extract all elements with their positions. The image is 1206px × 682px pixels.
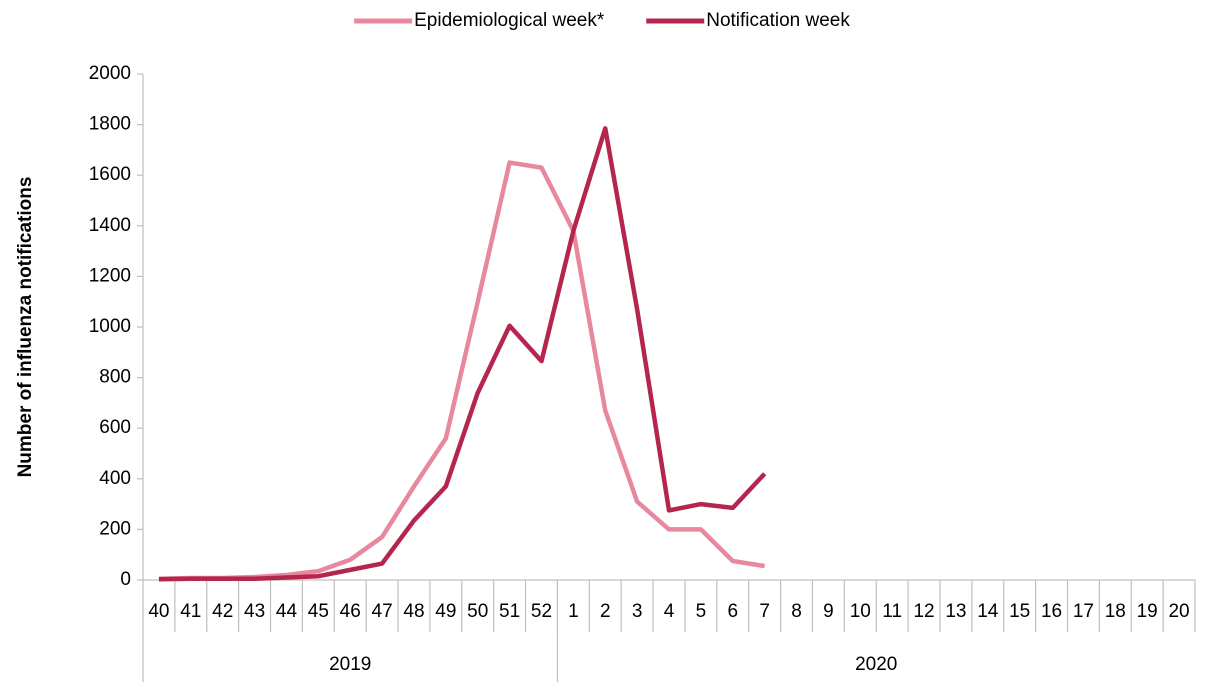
y-tick-label: 1200 [89, 265, 131, 286]
x-tick-label: 47 [372, 601, 393, 622]
x-tick-label: 13 [945, 601, 966, 622]
x-tick-label: 12 [913, 601, 934, 622]
x-tick-label: 9 [823, 601, 834, 622]
x-tick-label: 51 [499, 601, 520, 622]
series-line [158, 160, 765, 581]
x-tick-label: 10 [850, 601, 871, 622]
x-tick-label: 15 [1009, 601, 1030, 622]
x-tick-label: 46 [340, 601, 361, 622]
x-tick-label: 18 [1105, 601, 1126, 622]
x-tick-label: 49 [435, 601, 456, 622]
x-tick-label: 43 [244, 601, 265, 622]
y-tick-label: 1400 [89, 215, 131, 236]
y-axis-label: Number of influenza notifications [15, 177, 36, 478]
x-tick-label: 1 [568, 601, 579, 622]
x-tick-label: 14 [977, 601, 999, 622]
legend-label: Epidemiological week* [414, 10, 605, 31]
y-tick-label: 1800 [89, 114, 131, 135]
x-tick-label: 16 [1041, 601, 1062, 622]
y-tick-label: 200 [99, 518, 131, 539]
x-tick-label: 44 [276, 601, 298, 622]
x-tick-label: 20 [1168, 601, 1189, 622]
y-tick-label: 400 [99, 468, 131, 489]
x-tick-label: 42 [212, 601, 233, 622]
y-tick-label: 1000 [89, 316, 131, 337]
y-tick-label: 2000 [89, 63, 131, 84]
x-tick-label: 5 [696, 601, 707, 622]
x-tick-label: 11 [882, 601, 902, 622]
group-label: 2019 [329, 654, 371, 675]
x-tick-label: 6 [727, 601, 738, 622]
group-label: 2020 [855, 654, 897, 675]
x-tick-label: 52 [531, 601, 552, 622]
x-tick-label: 41 [180, 601, 201, 622]
y-tick-label: 0 [120, 569, 131, 590]
y-tick-label: 800 [99, 367, 131, 388]
x-tick-label: 45 [308, 601, 329, 622]
x-tick-label: 3 [632, 601, 643, 622]
legend-label: Notification week [706, 10, 850, 31]
series-line [158, 126, 767, 582]
x-tick-label: 2 [600, 601, 611, 622]
x-tick-label: 19 [1137, 601, 1158, 622]
x-tick-label: 7 [759, 601, 770, 622]
y-tick-label: 1600 [89, 164, 131, 185]
x-tick-label: 50 [467, 601, 488, 622]
x-tick-label: 48 [403, 601, 424, 622]
x-tick-label: 4 [664, 601, 675, 622]
x-tick-label: 40 [148, 601, 169, 622]
y-tick-label: 600 [99, 417, 131, 438]
x-tick-label: 8 [791, 601, 802, 622]
x-tick-label: 17 [1073, 601, 1094, 622]
